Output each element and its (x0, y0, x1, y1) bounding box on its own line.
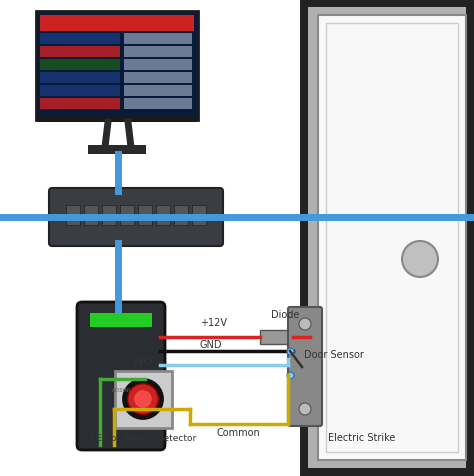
Bar (124, 73, 192, 84)
Bar (88, 146, 146, 155)
FancyBboxPatch shape (77, 302, 165, 450)
FancyBboxPatch shape (49, 188, 223, 247)
Circle shape (128, 384, 158, 415)
Bar (90, 313, 152, 327)
Bar (40, 60, 120, 71)
Bar (326, 24, 458, 452)
Text: GND: GND (200, 339, 222, 349)
Bar (40, 99, 120, 110)
Circle shape (299, 403, 311, 415)
Bar (124, 34, 192, 45)
Bar (318, 16, 466, 460)
Text: ROSINI: ROSINI (111, 387, 130, 393)
Circle shape (122, 378, 164, 420)
Bar (124, 47, 192, 58)
FancyBboxPatch shape (288, 307, 322, 426)
Text: Door Sensor: Door Sensor (304, 349, 364, 359)
Bar (192, 206, 206, 226)
Text: Common: Common (216, 427, 260, 437)
Bar (102, 206, 116, 226)
Bar (40, 73, 120, 84)
Bar (124, 60, 192, 71)
Bar (466, 0, 474, 476)
Bar (138, 206, 152, 226)
Bar (120, 206, 134, 226)
Bar (174, 206, 188, 226)
Text: Diode: Diode (271, 309, 299, 319)
Bar (300, 0, 308, 476)
FancyBboxPatch shape (115, 371, 172, 428)
Text: REX or Motion Detector: REX or Motion Detector (90, 433, 196, 442)
Bar (156, 206, 170, 226)
Bar (40, 47, 120, 58)
Circle shape (299, 318, 311, 330)
Text: NO: NO (134, 356, 152, 366)
Bar (40, 16, 194, 32)
Bar (40, 34, 120, 45)
Text: Electric Strike: Electric Strike (328, 432, 395, 442)
Bar (66, 206, 80, 226)
Bar (40, 86, 120, 97)
Text: +12V: +12V (200, 317, 227, 327)
Bar (300, 0, 474, 476)
Bar (38, 117, 196, 123)
Circle shape (134, 390, 152, 408)
Bar (260, 330, 310, 344)
Circle shape (402, 241, 438, 278)
Bar (124, 86, 192, 97)
FancyBboxPatch shape (36, 12, 198, 121)
Bar (300, 0, 474, 8)
Bar (84, 206, 98, 226)
Bar (300, 468, 474, 476)
Bar (124, 99, 192, 110)
